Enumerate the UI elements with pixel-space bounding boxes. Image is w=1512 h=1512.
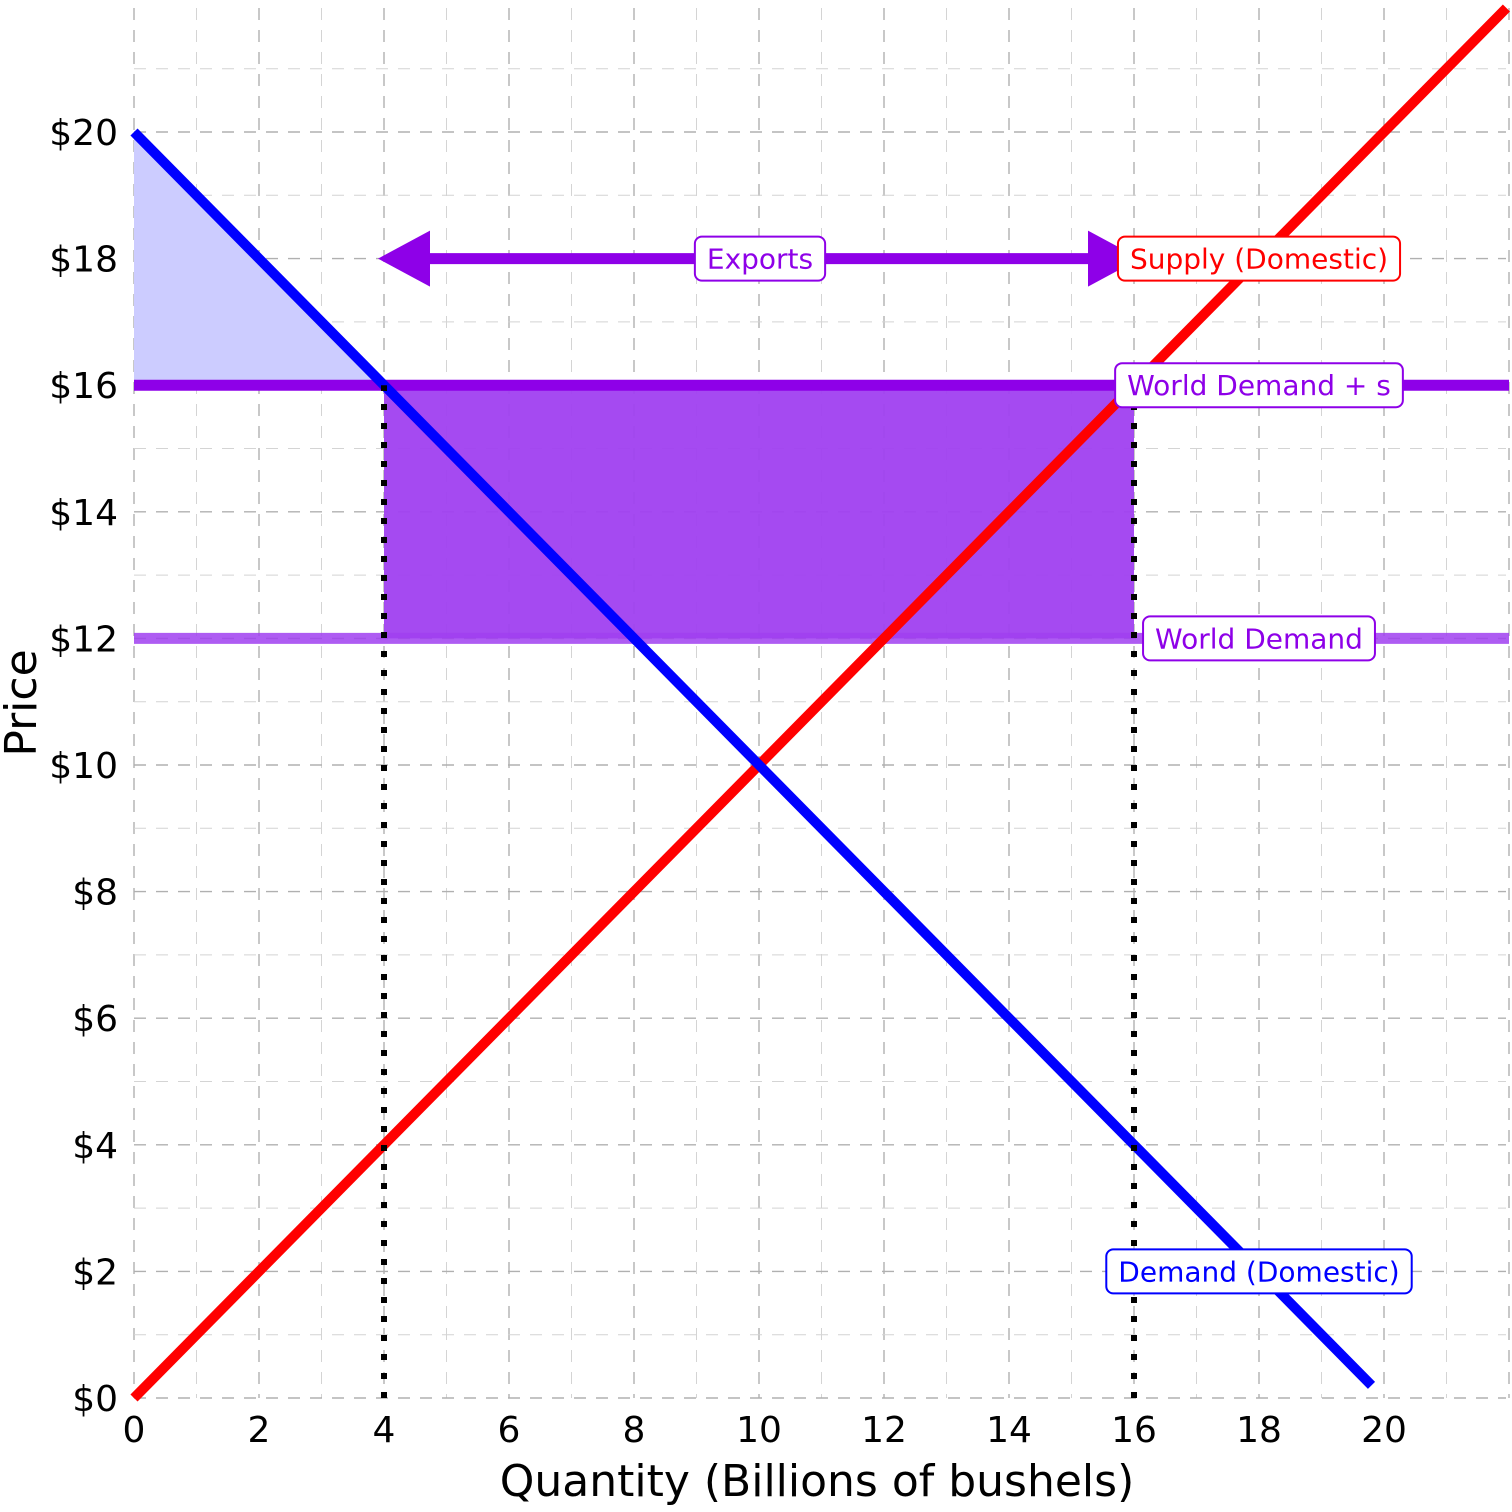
label-world-demand: World Demand bbox=[1155, 622, 1363, 655]
annotations: Exports bbox=[378, 230, 1140, 287]
x-tick-label: 12 bbox=[861, 1410, 907, 1451]
label-box bbox=[1142, 615, 1376, 662]
y-tick-label: $6 bbox=[72, 999, 118, 1040]
y-tick-label: $12 bbox=[49, 619, 118, 660]
x-tick-label: 16 bbox=[1111, 1410, 1157, 1451]
x-tick-label: 14 bbox=[986, 1410, 1032, 1451]
curve-labels: Supply (Domestic) World Demand + s World D… bbox=[1105, 235, 1413, 1295]
label-demand-domestic: Demand (Domestic) bbox=[1118, 1255, 1399, 1288]
exports-label: Exports bbox=[707, 243, 813, 276]
x-tick-label: 10 bbox=[736, 1410, 782, 1451]
x-tick-label: 18 bbox=[1236, 1410, 1282, 1451]
subsidy-region bbox=[384, 385, 1134, 639]
x-tick-label: 2 bbox=[248, 1410, 271, 1451]
x-tick-label: 0 bbox=[123, 1410, 146, 1451]
exports-label-box bbox=[693, 235, 827, 282]
x-axis-title: Quantity (Billions of bushels) bbox=[500, 1456, 1135, 1507]
demand-domestic-line bbox=[130, 128, 1376, 1389]
y-axis-title: Price bbox=[0, 649, 47, 756]
x-tick-label: 8 bbox=[623, 1410, 646, 1451]
y-tick-label: $18 bbox=[49, 240, 118, 281]
y-tick-label: $10 bbox=[49, 746, 118, 787]
y-axis-ticks: $0 $2 $4 $6 $8 $10 $12 $14 $16 $18 $20 bbox=[49, 113, 118, 1420]
label-world-demand-s: World Demand + s bbox=[1127, 369, 1391, 402]
y-tick-label: $0 bbox=[72, 1379, 118, 1420]
y-tick-label: $20 bbox=[49, 113, 118, 154]
supply-domestic-line bbox=[130, 4, 1510, 1402]
label-box bbox=[1116, 235, 1402, 282]
label-box bbox=[1114, 362, 1404, 409]
exports-arrow-right-head bbox=[1088, 230, 1140, 287]
y-tick-label: $4 bbox=[72, 1126, 118, 1167]
x-tick-label: 20 bbox=[1361, 1410, 1407, 1451]
y-tick-label: $16 bbox=[49, 366, 118, 407]
y-tick-label: $14 bbox=[49, 493, 118, 534]
label-supply-domestic: Supply (Domestic) bbox=[1130, 243, 1388, 276]
x-axis-ticks: 0 2 4 6 8 10 12 14 16 18 20 bbox=[123, 1410, 1407, 1451]
y-tick-label: $2 bbox=[72, 1252, 118, 1293]
x-tick-label: 4 bbox=[373, 1410, 396, 1451]
label-box bbox=[1105, 1248, 1413, 1295]
x-tick-label: 6 bbox=[498, 1410, 521, 1451]
y-tick-label: $8 bbox=[72, 873, 118, 914]
exports-arrow-left-head bbox=[378, 230, 430, 287]
